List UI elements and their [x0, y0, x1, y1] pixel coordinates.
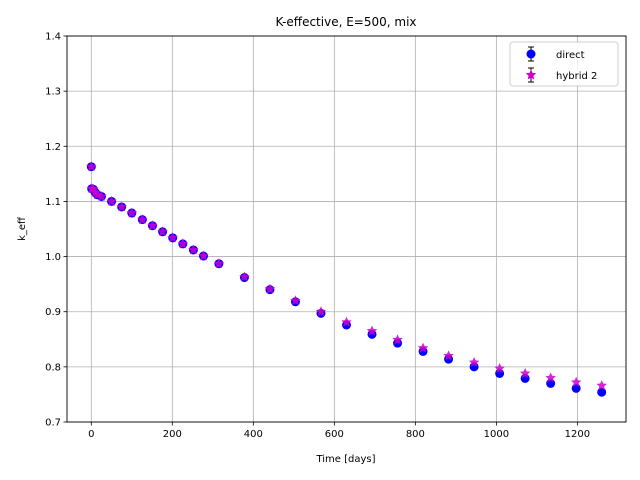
x-tick-label: 400 [244, 429, 263, 440]
data-point-star [116, 201, 127, 212]
data-point-star [494, 363, 505, 373]
x-tick-label: 600 [325, 429, 344, 440]
y-axis-label: k_eff [17, 216, 28, 241]
legend-label-direct: direct [556, 50, 585, 61]
data-point-star [545, 372, 556, 383]
x-tick-label: 200 [163, 429, 182, 440]
legend-marker-circle [526, 49, 536, 59]
chart-title: K-effective, E=500, mix [275, 15, 416, 29]
data-point-star [177, 238, 189, 249]
legend-marker-star [525, 69, 537, 80]
data-point-star [468, 356, 480, 367]
y-tick-label: 1.2 [45, 142, 61, 153]
data-point-star [213, 258, 225, 269]
data-point-star [126, 207, 138, 218]
data-point-star [157, 226, 168, 237]
ticks: 0 200 400 600 800 1000 1200 0.7 0.8 0.9 1.0 1.1 1.2 1… [45, 32, 590, 441]
legend: direct hybrid 2 [509, 41, 619, 87]
data-point-star [137, 214, 148, 225]
data-point-star [239, 271, 250, 282]
x-tick-label: 0 [88, 429, 94, 440]
data-point-star [96, 190, 107, 201]
series-hybrid-2 [86, 161, 607, 391]
legend-box [509, 41, 619, 87]
data-point-star [290, 295, 301, 306]
legend-entry-direct: direct [526, 46, 585, 62]
data-point-star [198, 250, 209, 261]
x-tick-label: 1200 [565, 429, 590, 440]
y-tick-label: 1.4 [45, 32, 61, 43]
x-tick-label: 800 [406, 429, 425, 440]
data-point-star [596, 380, 607, 391]
data-point-star [366, 325, 378, 336]
data-point-star [417, 342, 429, 353]
data-point-star [188, 244, 199, 255]
data-point-circle [571, 383, 581, 393]
data-point-star [519, 367, 531, 378]
legend-entry-hybrid-2: hybrid 2 [525, 67, 597, 83]
data-point-star [147, 220, 158, 231]
data-point-star [106, 195, 117, 206]
y-tick-label: 0.9 [45, 307, 61, 318]
y-tick-label: 1.3 [45, 87, 61, 98]
y-tick-label: 0.7 [45, 418, 61, 429]
x-tick-label: 1000 [484, 429, 509, 440]
data-point-star [341, 316, 352, 327]
data-point-star [570, 376, 582, 387]
data-point-circle [597, 387, 607, 397]
y-tick-label: 0.8 [45, 362, 61, 373]
x-axis-label: Time [days] [315, 454, 375, 465]
data-marks [86, 161, 607, 397]
y-tick-label: 1.1 [45, 197, 61, 208]
data-point-star [264, 283, 276, 294]
y-tick-label: 1.0 [45, 252, 61, 263]
data-point-star [167, 232, 178, 243]
data-point-star [392, 334, 403, 345]
axes-frame [66, 35, 627, 423]
legend-label-hybrid-2: hybrid 2 [556, 71, 597, 82]
data-point-star [443, 350, 454, 361]
data-point-star [86, 161, 97, 172]
data-point-star [315, 306, 327, 317]
